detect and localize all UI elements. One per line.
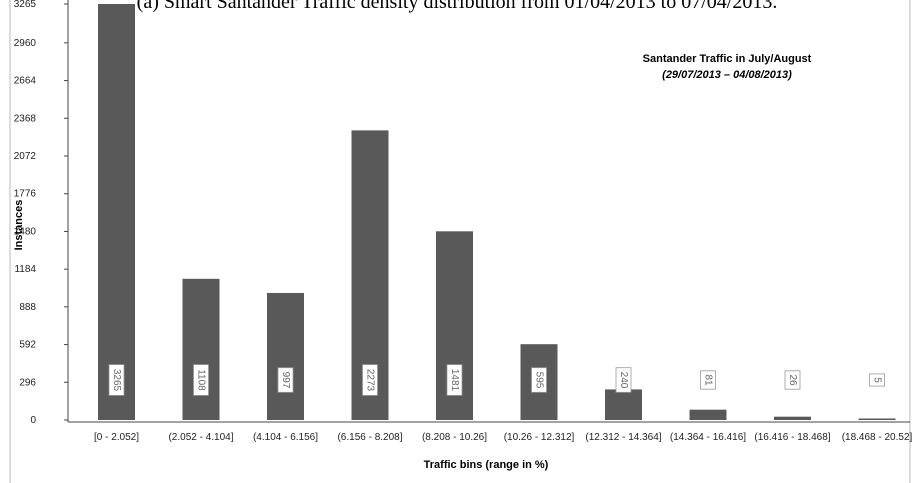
bar bbox=[182, 278, 220, 420]
y-tick-label: 2664 bbox=[14, 76, 37, 87]
data-label-box bbox=[277, 367, 294, 393]
chart-frame bbox=[9, 0, 911, 483]
data-label: 240 bbox=[615, 367, 632, 393]
data-label-text: 26 bbox=[787, 374, 798, 386]
data-label-text: 595 bbox=[534, 372, 545, 389]
data-label-box bbox=[362, 364, 378, 396]
data-label: 595 bbox=[531, 367, 547, 393]
y-tick-label: 2072 bbox=[14, 151, 37, 162]
bars bbox=[98, 4, 896, 421]
data-label: 1481 bbox=[446, 364, 463, 396]
x-tick-label: (14.364 - 16.416] bbox=[670, 432, 746, 443]
y-tick-label: 2960 bbox=[14, 38, 37, 49]
y-tick-label: 296 bbox=[19, 377, 36, 388]
data-label: 5 bbox=[869, 373, 885, 387]
data-label-box bbox=[193, 364, 209, 396]
x-tick-label: (18.468 - 20.52] bbox=[842, 432, 913, 443]
y-tick-label: 888 bbox=[19, 302, 36, 313]
bar bbox=[605, 389, 642, 420]
data-label-text: 240 bbox=[618, 372, 629, 389]
x-tick-label: (2.052 - 4.104] bbox=[168, 432, 233, 443]
data-label-text: 1108 bbox=[196, 369, 207, 391]
data-label-box bbox=[108, 364, 125, 396]
y-axis-title: Instances bbox=[13, 200, 25, 251]
x-tick-label: (8.208 - 10.26] bbox=[422, 432, 487, 443]
y-tick-label: 1480 bbox=[14, 226, 37, 237]
data-label-box bbox=[700, 370, 716, 390]
data-label: 3265 bbox=[108, 364, 125, 396]
data-label: 997 bbox=[277, 367, 294, 393]
data-label-text: 3265 bbox=[111, 369, 122, 392]
y-tick-label: 0 bbox=[30, 415, 36, 426]
x-tick-label: (10.26 - 12.312] bbox=[504, 432, 575, 443]
y-tick-label: 1184 bbox=[14, 264, 36, 275]
bar bbox=[267, 292, 304, 420]
data-label-text: 997 bbox=[280, 372, 291, 389]
y-tick-label: 1776 bbox=[14, 189, 37, 200]
data-labels: 3265 1108 997 2273 1481 595 240 81 26 5 bbox=[108, 364, 885, 396]
data-label-text: 5 bbox=[872, 377, 883, 383]
y-axis: 0 296 592 888 1184 1480 1776 2072 2368 2664 2960 32… bbox=[14, 0, 68, 426]
bar bbox=[774, 416, 811, 420]
x-axis-title: Traffic bins (range in %) bbox=[424, 459, 549, 471]
bar bbox=[858, 418, 896, 420]
data-label: 2273 bbox=[362, 364, 378, 396]
y-tick-label: 592 bbox=[19, 340, 36, 351]
bar bbox=[689, 409, 727, 420]
data-label: 1108 bbox=[193, 364, 209, 396]
y-tick-label: 3265 bbox=[14, 0, 37, 10]
x-tick-label: (6.156 - 8.208] bbox=[337, 432, 402, 443]
x-axis: [0 - 2.052] (2.052 - 4.104] (4.104 - 6.156… bbox=[94, 432, 913, 443]
bar bbox=[98, 4, 135, 420]
data-label-text: 2273 bbox=[365, 369, 376, 392]
data-label-box bbox=[784, 370, 801, 390]
x-tick-label: (4.104 - 6.156] bbox=[253, 432, 318, 443]
data-label-text: 81 bbox=[703, 374, 714, 386]
data-label-box bbox=[869, 373, 885, 387]
data-label-box bbox=[446, 364, 463, 396]
x-tick-label: [0 - 2.052] bbox=[94, 432, 139, 443]
annotation-subtitle: (29/07/2013 – 04/08/2013) bbox=[662, 69, 792, 81]
data-label: 81 bbox=[700, 370, 716, 390]
y-tick-label: 2368 bbox=[14, 113, 37, 124]
data-label-box bbox=[615, 367, 632, 393]
annotation-title: Santander Traffic in July/August bbox=[643, 53, 812, 65]
data-label-text: 1481 bbox=[449, 369, 460, 392]
data-label: 26 bbox=[784, 370, 801, 390]
x-tick-label: (12.312 - 14.364] bbox=[585, 432, 661, 443]
x-tick-label: (16.416 - 18.468] bbox=[754, 432, 830, 443]
data-label-box bbox=[531, 367, 547, 393]
figure-caption: (a) Smart Santander Traffic density dist… bbox=[136, 0, 778, 13]
